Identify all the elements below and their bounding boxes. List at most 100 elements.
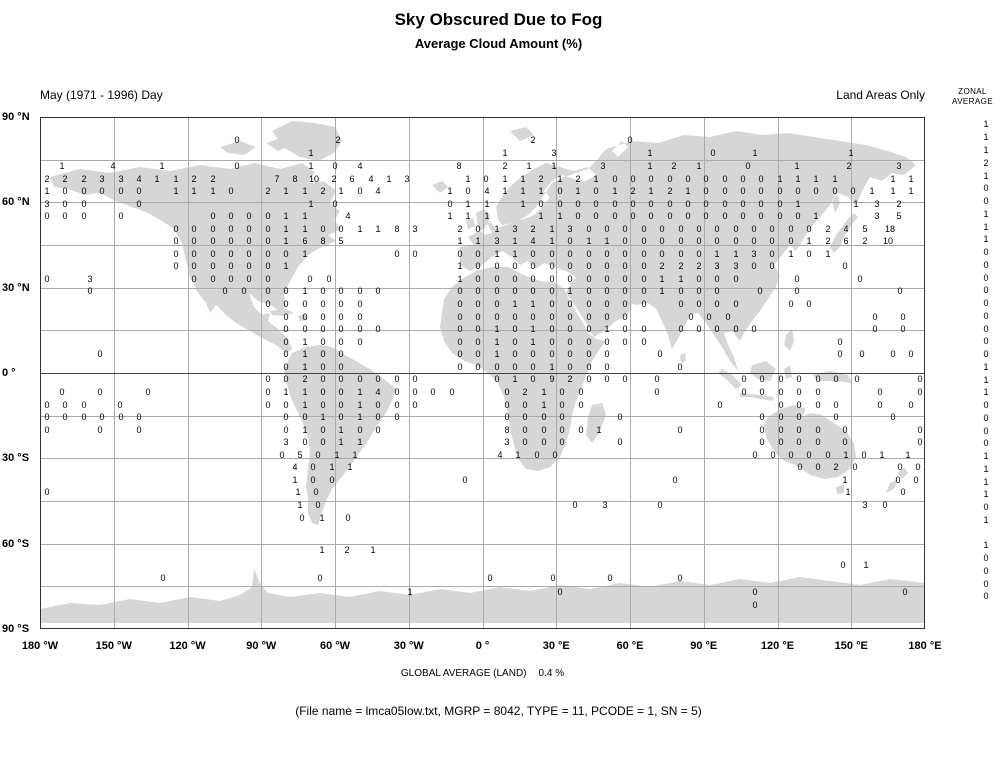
grid-value: 0 — [567, 337, 573, 347]
grid-value: 2 — [862, 236, 868, 246]
grid-value: 0 — [751, 224, 757, 234]
zonal-value: 1 — [983, 540, 989, 550]
grid-value: 0 — [641, 224, 647, 234]
grid-value: 4 — [136, 174, 142, 184]
grid-value: 1 — [283, 261, 289, 271]
grid-value: 0 — [733, 324, 739, 334]
grid-value: 0 — [641, 249, 647, 259]
zonal-value: 1 — [983, 477, 989, 487]
grid-value: 0 — [897, 462, 903, 472]
grid-value: 0 — [338, 349, 344, 359]
grid-value: 6 — [302, 236, 308, 246]
grid-value: 1 — [777, 174, 783, 184]
grid-value: 1 — [869, 186, 875, 196]
grid-value: 1 — [549, 362, 555, 372]
grid-value: 3 — [87, 274, 93, 284]
grid-value: 1 — [879, 450, 885, 460]
grid-value: 0 — [173, 224, 179, 234]
grid-value: 8 — [292, 174, 298, 184]
grid-value: 0 — [302, 324, 308, 334]
plot-frame — [40, 117, 925, 629]
grid-value: 5 — [862, 224, 868, 234]
grid-value: 0 — [136, 199, 142, 209]
grid-value: 1 — [338, 437, 344, 447]
grid-value: 0 — [778, 425, 784, 435]
grid-value: 1 — [302, 211, 308, 221]
grid-value: 0 — [604, 224, 610, 234]
grid-value: 0 — [279, 450, 285, 460]
grid-value: 1 — [484, 199, 490, 209]
grid-value: 0 — [375, 374, 381, 384]
grid-value: 0 — [604, 312, 610, 322]
zonal-value: 1 — [983, 171, 989, 181]
grid-value: 0 — [265, 374, 271, 384]
grid-lines — [40, 117, 925, 629]
grid-value: 0 — [714, 224, 720, 234]
grid-value: 0 — [832, 186, 838, 196]
grid-value: 1 — [557, 211, 563, 221]
grid-value: 2 — [671, 161, 677, 171]
grid-value: 0 — [475, 274, 481, 284]
zonal-value: 1 — [983, 464, 989, 474]
grid-value: 0 — [246, 249, 252, 259]
x-axis-label: 120 °W — [169, 640, 206, 652]
grid-value: 0 — [586, 362, 592, 372]
grid-value: 0 — [394, 374, 400, 384]
grid-value: 0 — [769, 261, 775, 271]
grid-value: 0 — [475, 224, 481, 234]
grid-value: 0 — [797, 462, 803, 472]
grid-value: 2 — [302, 374, 308, 384]
grid-value: 0 — [641, 337, 647, 347]
zonal-value: 2 — [983, 158, 989, 168]
land-areas-label: Land Areas Only — [836, 88, 925, 102]
grid-value: 0 — [299, 513, 305, 523]
grid-value: 1 — [908, 186, 914, 196]
grid-value: 0 — [593, 211, 599, 221]
grid-value: 0 — [796, 437, 802, 447]
grid-value: 1 — [302, 224, 308, 234]
grid-value: 1 — [515, 450, 521, 460]
grid-value: 0 — [795, 211, 801, 221]
grid-value: 0 — [890, 412, 896, 422]
grid-value: 0 — [717, 400, 723, 410]
grid-value: 0 — [173, 261, 179, 271]
grid-value: 0 — [678, 286, 684, 296]
grid-value: 0 — [320, 400, 326, 410]
grid-value: 0 — [99, 412, 105, 422]
grid-value: 3 — [874, 211, 880, 221]
grid-value: 0 — [672, 475, 678, 485]
zonal-value: 0 — [983, 426, 989, 436]
grid-value: 0 — [310, 462, 316, 472]
zonal-value: 1 — [983, 515, 989, 525]
grid-value: 0 — [512, 337, 518, 347]
grid-value: 0 — [246, 211, 252, 221]
grid-value: 0 — [604, 362, 610, 372]
y-axis-label: 0 ° — [2, 367, 16, 379]
grid-value: 1 — [283, 186, 289, 196]
grid-value: 2 — [825, 224, 831, 234]
grid-value: 1 — [386, 174, 392, 184]
grid-value: 0 — [852, 462, 858, 472]
grid-value: 0 — [538, 199, 544, 209]
grid-value: 0 — [307, 274, 313, 284]
grid-value: 0 — [769, 249, 775, 259]
grid-value: 1 — [502, 186, 508, 196]
grid-value: 1 — [494, 224, 500, 234]
grid-value: 0 — [777, 211, 783, 221]
grid-value: 0 — [902, 587, 908, 597]
grid-value: 1 — [845, 487, 851, 497]
grid-value: 0 — [541, 412, 547, 422]
grid-value: 0 — [549, 312, 555, 322]
grid-value: 0 — [228, 236, 234, 246]
grid-value: 6 — [349, 174, 355, 184]
grid-value: 0 — [457, 299, 463, 309]
grid-value: 0 — [549, 349, 555, 359]
grid-value: 2 — [191, 174, 197, 184]
grid-value: 0 — [796, 425, 802, 435]
grid-value: 0 — [567, 349, 573, 359]
grid-value: 0 — [462, 475, 468, 485]
grid-value: 0 — [759, 425, 765, 435]
grid-value: 0 — [567, 299, 573, 309]
